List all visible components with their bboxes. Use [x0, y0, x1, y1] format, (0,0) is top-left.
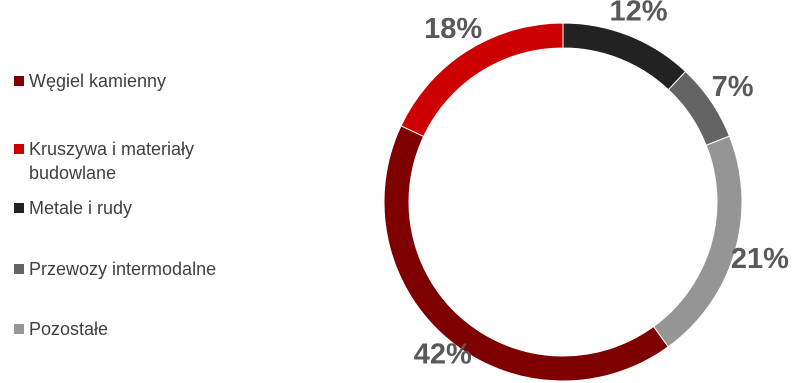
- legend-item-metale: Metale i rudy: [14, 196, 259, 220]
- value-label-kruszywa: 18%: [424, 13, 482, 45]
- legend-item-wegiel-kamienny: Węgiel kamienny: [14, 69, 259, 93]
- slice-kruszywa: [400, 22, 564, 138]
- legend-label-intermodalne: Przewozy intermodalne: [29, 259, 217, 279]
- legend-swatch-wegiel-kamienny: [14, 76, 24, 86]
- legend-item-intermodalne: Przewozy intermodalne: [14, 257, 259, 281]
- legend-swatch-metale: [14, 203, 24, 213]
- legend-item-pozostale: Pozostałe: [14, 317, 259, 341]
- legend-label-pozostale: Pozostałe: [29, 319, 109, 339]
- value-label-pozostale: 21%: [731, 243, 789, 275]
- legend-swatch-kruszywa: [14, 144, 24, 154]
- legend-label-metale: Metale i rudy: [29, 198, 133, 218]
- value-label-wegiel-kamienny: 42%: [414, 339, 472, 371]
- legend: Węgiel kamienny Kruszywa i materiały bud…: [0, 0, 300, 383]
- legend-swatch-intermodalne: [14, 264, 24, 274]
- legend-label-kruszywa: Kruszywa i materiały budowlane: [29, 139, 195, 183]
- slice-metale: [562, 22, 687, 91]
- value-label-intermodalne: 7%: [712, 71, 754, 103]
- legend-item-kruszywa: Kruszywa i materiały budowlane: [14, 137, 259, 185]
- legend-label-wegiel-kamienny: Węgiel kamienny: [29, 71, 167, 91]
- value-label-metale: 12%: [609, 0, 667, 27]
- value-labels: 12% 7% 21% 42% 18%: [414, 0, 789, 371]
- legend-swatch-pozostale: [14, 324, 24, 334]
- donut-slices: [383, 22, 743, 382]
- slice-pozostale: [652, 135, 743, 348]
